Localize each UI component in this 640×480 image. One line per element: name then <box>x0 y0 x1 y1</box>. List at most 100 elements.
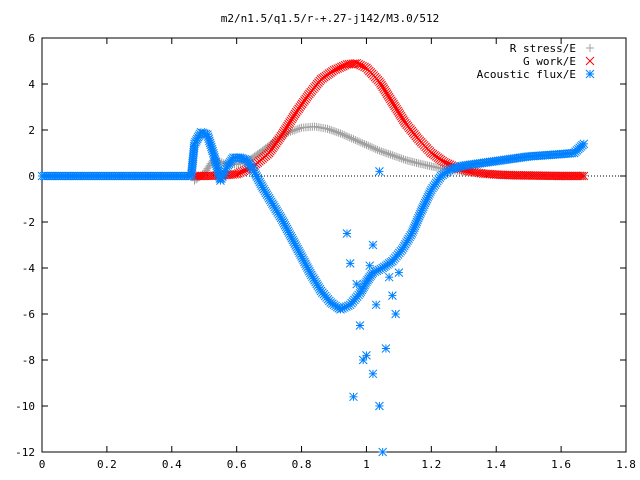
x-tick-label: 0.8 <box>292 458 312 471</box>
data-point-r-stress-e <box>382 149 391 158</box>
data-point-acoustic-flux-e <box>349 392 358 402</box>
data-point-r-stress-e <box>343 132 352 141</box>
legend-label-r-stress-e: R stress/E <box>510 42 576 55</box>
data-point-acoustic-flux-e <box>352 279 362 289</box>
data-point-acoustic-flux-e <box>375 401 384 411</box>
data-point-r-stress-e <box>366 142 375 151</box>
data-point-r-stress-e <box>347 134 356 143</box>
y-tick-label: -2 <box>22 216 35 229</box>
data-point-acoustic-flux-e <box>381 344 391 353</box>
data-point-g-work-e <box>577 171 587 181</box>
data-point-r-stress-e <box>390 151 399 160</box>
data-point-acoustic-flux-e <box>579 139 589 149</box>
data-point-r-stress-e <box>392 152 401 161</box>
data-point-r-stress-e <box>290 126 299 135</box>
y-tick-label: 0 <box>28 170 35 183</box>
data-point-acoustic-flux-e <box>371 300 381 310</box>
data-point-r-stress-e <box>325 125 334 134</box>
data-point-r-stress-e <box>369 144 378 153</box>
legend-marker-acoustic-flux-e <box>585 69 595 79</box>
data-point-r-stress-e <box>360 140 369 149</box>
data-point-acoustic-flux-e <box>345 259 355 268</box>
data-point-r-stress-e <box>204 163 213 172</box>
data-point-r-stress-e <box>399 155 408 164</box>
data-point-r-stress-e <box>336 129 345 138</box>
data-point-g-work-e <box>558 171 568 181</box>
data-point-g-work-e <box>350 59 360 68</box>
legend-marker-g-work-e <box>585 56 595 66</box>
data-point-r-stress-e <box>293 125 302 134</box>
x-tick-label: 1.8 <box>616 458 636 471</box>
data-point-r-stress-e <box>355 137 364 146</box>
data-point-r-stress-e <box>295 124 304 133</box>
data-point-g-work-e <box>565 171 574 181</box>
data-point-g-work-e <box>571 171 580 181</box>
data-point-acoustic-flux-e <box>362 351 371 360</box>
y-tick-label: -12 <box>15 446 35 459</box>
data-point-r-stress-e <box>377 147 386 156</box>
x-tick-label: 0.6 <box>227 458 247 471</box>
data-point-r-stress-e <box>364 141 373 150</box>
chart-title: m2/n1.5/q1.5/r-+.27-j142/M3.0/512 <box>221 12 440 25</box>
data-point-acoustic-flux-e <box>375 167 384 176</box>
data-point-r-stress-e <box>329 126 338 135</box>
data-point-r-stress-e <box>291 125 300 134</box>
series-layer <box>37 58 589 457</box>
data-point-r-stress-e <box>232 160 241 169</box>
data-point-g-work-e <box>575 171 585 181</box>
data-point-acoustic-flux-e <box>342 229 352 238</box>
data-point-g-work-e <box>573 171 582 181</box>
x-tick-label: 0 <box>39 458 46 471</box>
data-point-r-stress-e <box>330 127 339 136</box>
legend-marker-r-stress-e <box>586 44 594 52</box>
data-point-acoustic-flux-e <box>365 261 375 271</box>
data-point-g-work-e <box>554 171 564 181</box>
data-point-r-stress-e <box>356 138 365 147</box>
data-point-r-stress-e <box>362 140 371 149</box>
y-tick-label: -8 <box>22 354 35 367</box>
data-point-r-stress-e <box>393 153 402 162</box>
data-point-r-stress-e <box>373 145 382 154</box>
series-2 <box>37 127 589 457</box>
data-point-g-work-e <box>569 171 578 181</box>
data-point-r-stress-e <box>358 139 367 148</box>
data-point-r-stress-e <box>323 124 332 133</box>
data-point-g-work-e <box>567 171 576 181</box>
data-point-r-stress-e <box>368 143 377 152</box>
y-tick-label: 2 <box>28 124 35 137</box>
data-point-r-stress-e <box>397 154 406 163</box>
plot-frame <box>41 37 627 453</box>
data-point-r-stress-e <box>388 151 397 160</box>
x-tick-label: 1.2 <box>421 458 441 471</box>
y-tick-label: 6 <box>28 32 35 45</box>
data-point-acoustic-flux-e <box>358 355 368 365</box>
y-tick-label: -10 <box>15 400 35 413</box>
data-point-g-work-e <box>556 171 566 181</box>
data-point-r-stress-e <box>395 153 404 162</box>
x-tick-label: 0.4 <box>162 458 182 471</box>
data-point-r-stress-e <box>202 166 211 175</box>
data-point-g-work-e <box>560 171 570 181</box>
data-point-acoustic-flux-e <box>394 268 404 277</box>
data-point-r-stress-e <box>375 146 384 155</box>
y-tick-label: 4 <box>28 78 35 91</box>
data-point-acoustic-flux-e <box>384 272 394 282</box>
data-point-acoustic-flux-e <box>391 309 400 319</box>
y-tick-label: -4 <box>22 262 36 275</box>
data-point-r-stress-e <box>345 133 354 142</box>
y-tick-label: -6 <box>22 308 35 321</box>
data-point-r-stress-e <box>371 145 380 154</box>
data-point-acoustic-flux-e <box>355 321 365 330</box>
legend-label-acoustic-flux-e: Acoustic flux/E <box>477 68 576 81</box>
data-point-r-stress-e <box>380 148 389 157</box>
axis-ticks: 0 0.2 0.4 0.6 0.8 1 1.2 1.4 1.6 1.8 -12 -10 -8 -6 -4 -2… <box>15 32 636 471</box>
data-point-acoustic-flux-e <box>368 369 378 379</box>
x-tick-label: 1.6 <box>551 458 571 471</box>
data-point-acoustic-flux-e <box>378 447 388 457</box>
data-point-g-work-e <box>552 171 562 181</box>
legend-label-g-work-e: G work/E <box>523 55 576 68</box>
data-point-r-stress-e <box>203 164 212 173</box>
data-point-r-stress-e <box>327 126 336 135</box>
